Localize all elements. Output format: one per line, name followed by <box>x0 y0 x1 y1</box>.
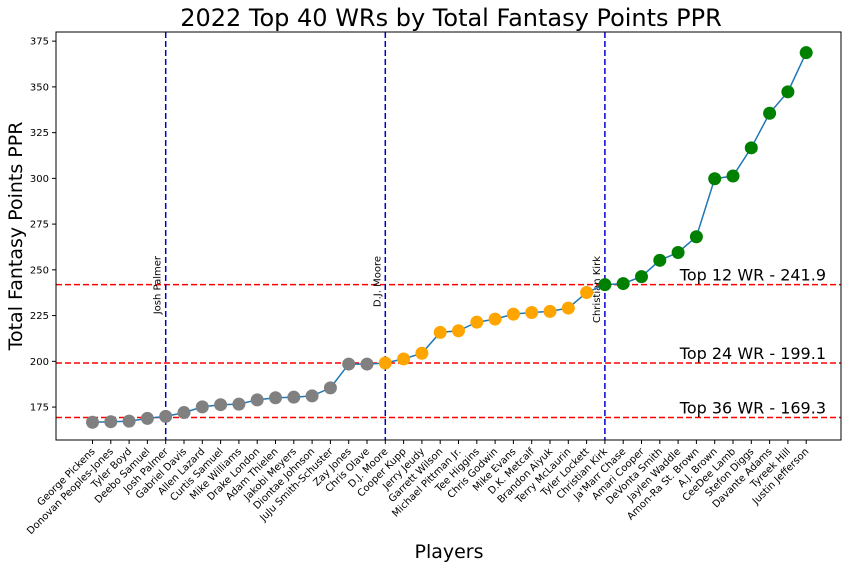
y-tick-label: 350 <box>30 82 49 93</box>
y-tick-label: 200 <box>30 357 49 368</box>
threshold-label-3: Top 36 WR - 169.3 <box>679 398 826 417</box>
data-point <box>616 277 630 291</box>
y-tick-label: 250 <box>30 265 49 276</box>
data-point <box>269 391 282 405</box>
plot-frame <box>55 31 842 441</box>
x-axis-label: Players <box>414 541 483 563</box>
data-point <box>232 397 246 411</box>
y-tick-label: 325 <box>30 128 49 139</box>
data-point <box>433 325 447 339</box>
y-axis-label: Total Fantasy Points PPR <box>5 122 27 352</box>
y-tick-label: 225 <box>30 311 49 322</box>
vline-label-2: D.J. Moore <box>372 256 383 307</box>
data-point <box>671 245 685 259</box>
y-tick-label: 275 <box>30 220 49 231</box>
data-point <box>305 389 319 403</box>
threshold-label-1: Top 12 WR - 241.9 <box>679 266 826 285</box>
data-point <box>323 381 337 395</box>
data-point <box>104 415 118 429</box>
data-point <box>598 278 612 292</box>
series-line <box>92 52 807 424</box>
data-point <box>726 169 740 183</box>
data-point <box>415 346 429 360</box>
data-point <box>86 415 99 429</box>
data-point <box>543 304 557 318</box>
data-point <box>799 46 813 60</box>
data-point <box>689 230 703 244</box>
y-tick-label: 300 <box>30 174 49 185</box>
data-point <box>378 356 392 370</box>
data-point <box>287 390 301 404</box>
data-point <box>635 270 648 284</box>
data-point <box>122 414 136 428</box>
y-tick-label: 175 <box>30 403 49 414</box>
data-point <box>470 315 484 329</box>
vline-label-3: Christian Kirk <box>592 256 603 323</box>
data-point <box>397 352 411 366</box>
chart-title: 2022 Top 40 WRs by Total Fantasy Points … <box>180 4 722 32</box>
data-point <box>140 411 154 425</box>
threshold-label-2: Top 24 WR - 199.1 <box>679 344 826 363</box>
data-point <box>177 406 191 420</box>
data-point <box>781 85 795 99</box>
data-point <box>159 409 173 423</box>
data-point <box>580 286 594 300</box>
data-point <box>763 106 777 120</box>
data-point <box>360 357 374 371</box>
plot-area: Top 12 WR - 241.9 Top 24 WR - 199.1 Top 36… <box>56 32 841 440</box>
y-tick-label: 375 <box>30 37 49 48</box>
data-point <box>744 141 758 155</box>
data-point <box>342 357 356 371</box>
data-point <box>452 324 465 338</box>
data-point <box>250 393 264 407</box>
vline-label-1: Josh Palmer <box>153 255 164 315</box>
data-point <box>561 301 575 315</box>
data-point <box>214 398 228 412</box>
y-axis: 175 200 225 250 275 300 325 350 375 <box>30 37 56 414</box>
data-point <box>488 312 502 326</box>
data-point <box>653 253 667 267</box>
data-point <box>195 400 209 414</box>
data-point <box>708 172 722 186</box>
data-point <box>506 307 520 321</box>
data-point <box>525 305 539 319</box>
